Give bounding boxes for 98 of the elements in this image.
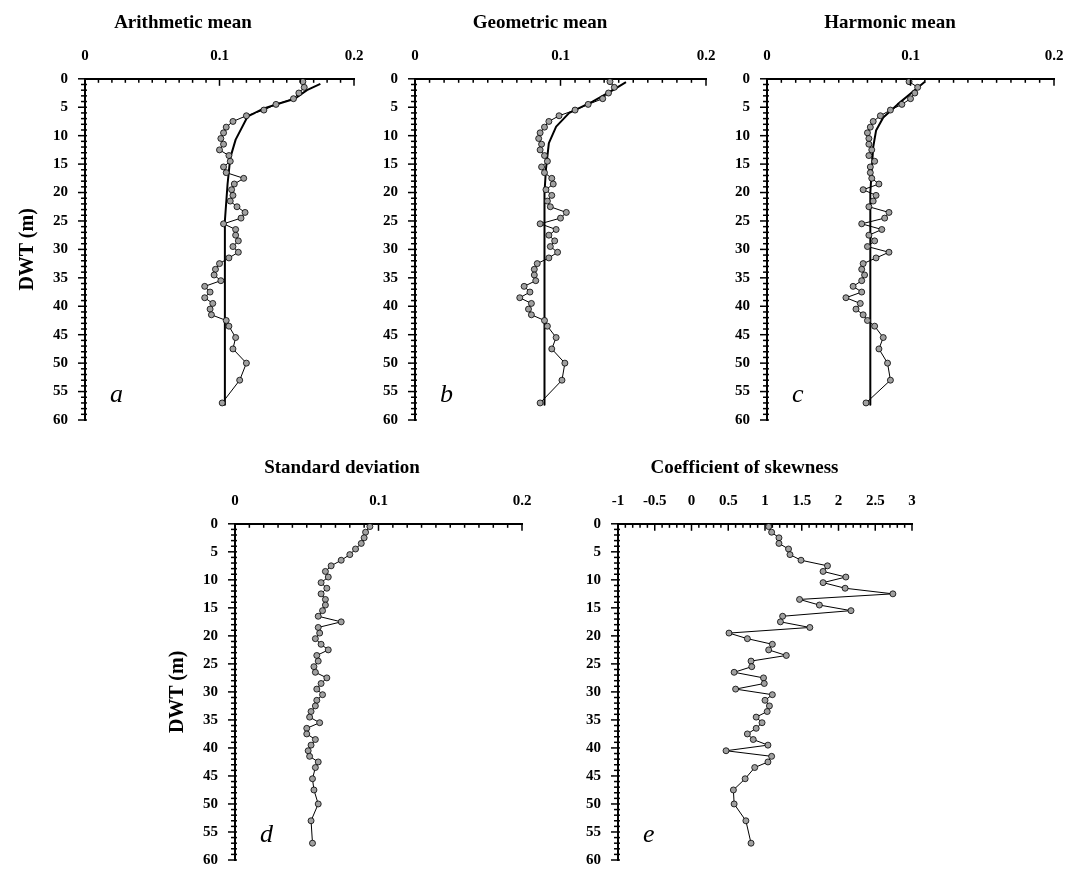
y-tick-label: 50 (53, 354, 68, 371)
y-tick-label: 30 (53, 240, 68, 257)
y-tick-label: 15 (735, 154, 750, 171)
y-tick-label: 15 (203, 598, 218, 615)
y-tick-label: 50 (203, 794, 218, 811)
y-tick-label: 30 (203, 682, 218, 699)
y-tick-label: 40 (383, 297, 398, 314)
y-tick-label: 30 (383, 240, 398, 257)
y-tick-label: 45 (383, 325, 398, 342)
y-tick-label: 10 (53, 126, 68, 143)
annotation: a (110, 379, 123, 408)
x-tick-label: 0.2 (512, 491, 532, 508)
y-tick-label: 25 (735, 211, 750, 228)
y-tick-label: 60 (203, 850, 218, 867)
y-tick-label: 10 (383, 126, 398, 143)
y-tick-label: 60 (586, 850, 601, 867)
x-tick-label: 1 (761, 491, 769, 508)
chart-title: Geometric mean (472, 11, 608, 33)
y-tick-label: 0 (60, 69, 68, 86)
x-tick-label: 0 (411, 46, 419, 63)
y-tick-label: 15 (383, 154, 398, 171)
y-tick-label: 5 (593, 542, 601, 559)
y-tick-label: 0 (210, 514, 218, 531)
x-tick-label: 0.1 (369, 491, 388, 508)
y-tick-label: 55 (203, 822, 218, 839)
y-tick-label: 20 (735, 183, 750, 200)
y-tick-label: 55 (383, 382, 398, 399)
y-tick-label: 45 (735, 325, 750, 342)
chart-title: Harmonic mean (824, 11, 957, 33)
y-tick-label: 15 (53, 154, 68, 171)
x-tick-label: 0.2 (344, 46, 364, 63)
x-tick-label: 1.5 (792, 491, 812, 508)
y-axis-title: DWT (m) (15, 208, 39, 291)
y-tick-label: 0 (390, 69, 398, 86)
y-tick-label: 35 (53, 268, 68, 285)
annotation: c (792, 379, 804, 408)
x-tick-label: -0.5 (642, 491, 667, 508)
y-tick-label: 40 (735, 297, 750, 314)
x-tick-label: 0.1 (210, 46, 229, 63)
y-tick-label: 45 (53, 325, 68, 342)
annotation: d (260, 819, 274, 848)
x-tick-label: 2.5 (865, 491, 885, 508)
x-tick-label: -1 (611, 491, 625, 508)
y-tick-label: 20 (53, 183, 68, 200)
y-tick-label: 0 (742, 69, 750, 86)
x-tick-label: 0.5 (718, 491, 738, 508)
y-tick-label: 50 (383, 354, 398, 371)
x-tick-label: 0.2 (1044, 46, 1064, 63)
x-tick-label: 0 (231, 491, 239, 508)
y-tick-label: 5 (60, 98, 68, 115)
y-axis-title: DWT (m) (165, 650, 189, 734)
y-tick-label: 25 (203, 654, 218, 671)
x-tick-label: 3 (908, 491, 916, 508)
x-tick-label: 0.1 (551, 46, 570, 63)
y-tick-label: 60 (53, 410, 68, 427)
y-tick-label: 25 (53, 211, 68, 228)
y-tick-label: 5 (742, 98, 750, 115)
y-tick-label: 40 (203, 738, 218, 755)
y-tick-label: 10 (586, 570, 601, 587)
x-tick-label: 2 (834, 491, 843, 508)
y-tick-label: 35 (383, 268, 398, 285)
y-tick-label: 40 (586, 738, 601, 755)
y-tick-label: 60 (383, 410, 398, 427)
y-tick-label: 35 (735, 268, 750, 285)
y-tick-label: 5 (210, 542, 218, 559)
y-tick-label: 30 (735, 240, 750, 257)
y-tick-label: 15 (586, 598, 601, 615)
y-tick-label: 55 (53, 382, 68, 399)
x-tick-label: 0 (81, 46, 89, 63)
y-tick-label: 35 (203, 710, 218, 727)
annotation: b (440, 379, 453, 408)
chart-title: Standard deviation (264, 456, 421, 478)
y-tick-label: 45 (586, 766, 601, 783)
y-tick-label: 50 (586, 794, 601, 811)
y-tick-label: 10 (203, 570, 218, 587)
y-tick-label: 55 (586, 822, 601, 839)
x-tick-label: 0 (687, 491, 696, 508)
x-tick-label: 0 (763, 46, 771, 63)
y-tick-label: 20 (383, 183, 398, 200)
y-tick-label: 30 (586, 682, 601, 699)
y-tick-label: 25 (586, 654, 601, 671)
y-tick-label: 25 (383, 211, 398, 228)
y-tick-label: 45 (203, 766, 218, 783)
y-tick-label: 35 (586, 710, 601, 727)
annotation: e (643, 819, 655, 848)
y-tick-label: 20 (586, 626, 601, 643)
y-tick-label: 55 (735, 382, 750, 399)
x-tick-label: 0.2 (696, 46, 716, 63)
y-tick-label: 5 (390, 98, 398, 115)
y-tick-label: 0 (593, 514, 601, 531)
y-tick-label: 20 (203, 626, 218, 643)
y-tick-label: 40 (53, 297, 68, 314)
y-tick-label: 10 (735, 126, 750, 143)
x-tick-label: 0.1 (901, 46, 920, 63)
chart-title: Arithmetic mean (114, 11, 253, 33)
y-tick-label: 50 (735, 354, 750, 371)
chart-title: Coefficient of skewness (650, 456, 839, 478)
y-tick-label: 60 (735, 410, 750, 427)
